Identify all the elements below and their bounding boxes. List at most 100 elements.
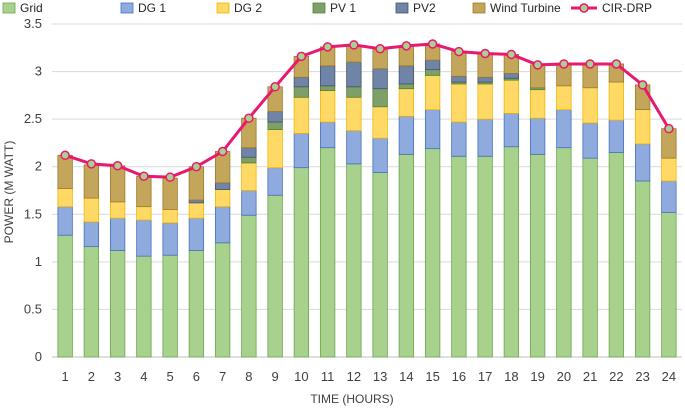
- x-tick-label: 24: [662, 369, 676, 384]
- x-tick-label: 21: [583, 369, 597, 384]
- legend-swatch: [472, 2, 486, 14]
- bar-segment-dg-1: [634, 143, 651, 182]
- legend: Grid DG 1 DG 2 PV 1 PV2 Wind Turbine CIR-DRP: [2, 1, 652, 15]
- bar-segment-dg-2: [241, 162, 257, 191]
- x-tick-label: 8: [245, 369, 252, 384]
- bar-segment-dg-2: [556, 85, 572, 111]
- bar-segment-pv-1: [372, 88, 388, 108]
- bar-segment-dg-2: [608, 81, 625, 121]
- bar-segment-dg-2: [451, 83, 467, 123]
- cir-drp-point: [664, 123, 674, 134]
- x-tick-label: 15: [425, 369, 439, 384]
- bar-segment-dg-2: [634, 109, 651, 145]
- bar-segment-wind-turbine: [188, 166, 205, 201]
- x-tick-label: 9: [272, 369, 279, 384]
- bar-segment-dg-1: [661, 180, 677, 213]
- legend-item-wind-turbine: Wind Turbine: [472, 1, 561, 15]
- bar-segment-dg-2: [162, 209, 178, 224]
- bar-segment-dg-1: [214, 206, 231, 244]
- bar-segment-dg-1: [267, 167, 283, 196]
- cir-drp-point: [454, 46, 464, 57]
- cir-drp-point: [191, 161, 202, 172]
- bar-segment-grid: [372, 172, 388, 358]
- bar-segment-grid: [398, 153, 415, 358]
- bar-segment-pv2: [267, 111, 283, 123]
- x-tick-label: 5: [167, 369, 174, 384]
- cir-drp-point: [270, 82, 280, 92]
- legend-marker: [579, 3, 589, 13]
- bar-segment-dg-2: [346, 96, 362, 131]
- x-tick-label: 1: [62, 369, 69, 384]
- x-tick-label: 13: [373, 369, 387, 384]
- bar-segment-dg-1: [241, 190, 257, 216]
- legend-label: Grid: [20, 1, 43, 15]
- legend-item-pv2: PV2: [395, 1, 436, 15]
- cir-drp-point: [296, 51, 307, 62]
- y-tick-label: 1: [35, 254, 42, 269]
- bar-segment-grid: [582, 157, 598, 358]
- cir-drp-line: [60, 39, 674, 182]
- bars: [57, 43, 677, 358]
- bar-segment-dg-1: [293, 133, 310, 169]
- cir-drp-point: [86, 159, 97, 169]
- bar-segment-pv2: [241, 147, 257, 158]
- bar-segment-dg-1: [136, 219, 152, 257]
- bar-segment-grid: [188, 250, 205, 358]
- cir-drp-point: [480, 48, 490, 59]
- bar-segment-dg-2: [529, 89, 546, 119]
- bar-segment-pv-1: [267, 121, 283, 131]
- x-tick-label: 17: [478, 369, 492, 384]
- bar-segment-grid: [477, 155, 493, 358]
- legend-label: DG 2: [234, 1, 262, 15]
- y-tick-label: 0.5: [24, 301, 42, 316]
- bar-segment-dg-2: [424, 74, 441, 111]
- x-tick-label: 14: [399, 369, 413, 384]
- x-tick-label: 10: [294, 369, 308, 384]
- bar-segment-dg-1: [556, 109, 572, 149]
- cir-drp-line-path: [64, 42, 671, 179]
- bar-segment-grid: [214, 242, 231, 358]
- bar-segment-grid: [529, 153, 546, 358]
- bar-segment-grid: [556, 147, 572, 358]
- legend-item-grid: Grid: [2, 1, 43, 15]
- legend-swatch: [312, 2, 326, 14]
- cir-drp-point: [532, 60, 543, 70]
- bar-segment-grid: [608, 152, 625, 358]
- bar-segment-dg-1: [424, 109, 441, 150]
- bar-segment-pv-1: [319, 85, 336, 92]
- x-tick-label: 6: [193, 369, 200, 384]
- cir-drp-point: [401, 41, 412, 51]
- bar-segment-dg-1: [109, 217, 126, 251]
- bar-segment-pv-1: [398, 83, 415, 90]
- bar-segment-pv2: [319, 65, 336, 87]
- bar-segment-grid: [451, 155, 467, 358]
- x-tick-label: 7: [219, 369, 226, 384]
- bar-segment-dg-1: [346, 130, 362, 165]
- y-tick-label: 0: [35, 349, 42, 364]
- y-tick-label: 1.5: [24, 206, 42, 221]
- bar-segment-dg-2: [136, 206, 152, 221]
- bar-segment-pv2: [346, 61, 362, 88]
- cir-drp-point: [637, 80, 648, 90]
- bar-segment-grid: [162, 254, 178, 358]
- cir-drp-point: [375, 43, 385, 54]
- bar-segment-grid: [346, 163, 362, 358]
- bar-segment-dg-1: [582, 122, 598, 159]
- bar-segment-wind-turbine: [83, 164, 100, 199]
- bar-segment-pv2: [424, 59, 441, 71]
- bar-segment-dg-1: [477, 118, 493, 157]
- legend-swatch: [395, 2, 409, 14]
- bar-segment-dg-2: [109, 201, 126, 219]
- cir-drp-point: [217, 146, 228, 157]
- x-tick-label: 19: [530, 369, 544, 384]
- y-tick-label: 3.5: [24, 16, 42, 31]
- bar-segment-dg-1: [83, 221, 100, 248]
- bar-segment-dg-2: [293, 96, 310, 134]
- bar-segment-dg-2: [267, 129, 283, 169]
- bar-segment-pv2: [188, 199, 205, 204]
- cir-drp-point: [349, 40, 359, 50]
- legend-swatch: [2, 2, 16, 14]
- bar-segment-grid: [109, 250, 126, 358]
- bar-segment-grid: [136, 255, 152, 358]
- x-axis-title: TIME (HOURS): [310, 392, 393, 406]
